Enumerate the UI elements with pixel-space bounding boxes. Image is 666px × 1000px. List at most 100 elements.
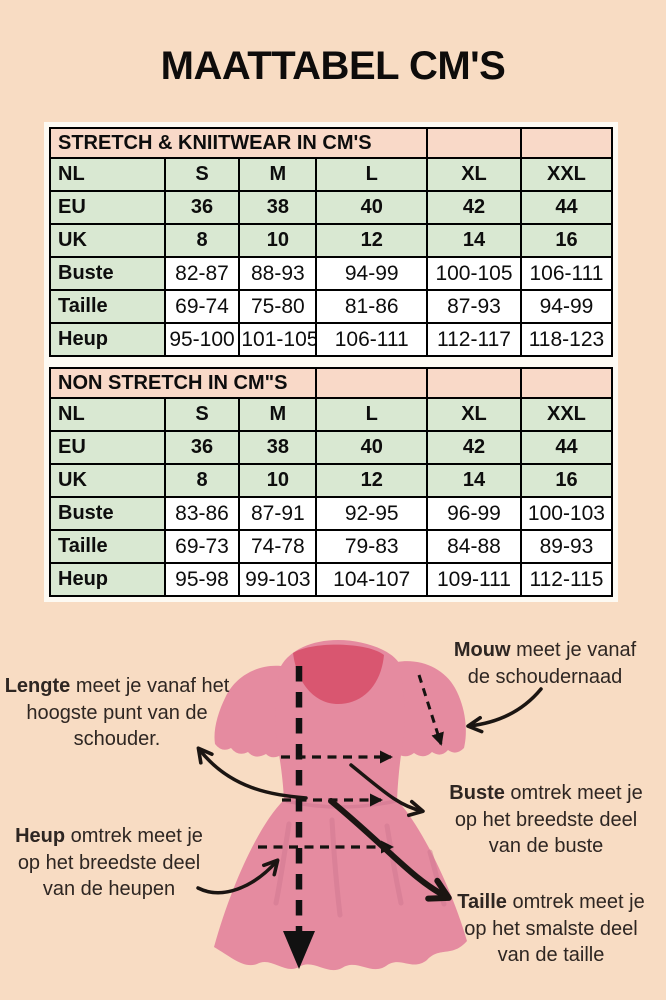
table-row: UK 8 10 12 14 16 [49,223,614,258]
length-arrowhead [283,931,315,969]
buste-arrow [349,763,425,818]
size-cell: 44 [519,430,614,465]
annotation-lengte-text: meet je vanaf het hoogste punt van de sc… [26,675,230,750]
row-label: NL [49,397,166,432]
row-label: Buste [49,496,166,531]
size-cell: XXL [519,397,614,432]
annotation-taille: Taille omtrek meet je op het smalste dee… [438,889,664,969]
measure-cell: 88-93 [238,256,318,291]
measurement-diagram [196,640,543,971]
page-title: MAATTABEL CM'S [160,44,506,88]
row-label: Heup [49,322,166,357]
annotation-buste-text: omtrek meet je op het breedste deel van … [454,782,643,857]
size-cell: 44 [519,190,614,225]
annotation-heup: Heup omtrek meet je op het breedste deel… [0,823,218,903]
size-cell: 38 [238,430,318,465]
annotation-mouw-term: Mouw [453,639,511,661]
size-cell: 8 [163,463,241,498]
measure-cell: 84-88 [426,529,522,564]
size-cell: 38 [238,190,318,225]
measure-cell: 118-123 [519,322,614,357]
dress-left-sleeve [214,665,284,758]
size-cell: 14 [426,463,522,498]
table-row: EU 36 38 40 42 44 [49,190,614,225]
measure-cell: 75-80 [238,289,318,324]
stretch-knitwear-table: STRETCH & KNIITWEAR IN CM'S NL S M L XL XXL EU 3… [48,127,614,357]
measure-cell: 81-86 [315,289,429,324]
measure-cell: 74-78 [238,529,318,564]
measure-cell: 100-105 [426,256,522,291]
table-title: NON STRETCH IN CM"S [48,367,318,399]
annotation-taille-term: Taille [457,891,507,913]
measure-cell: 100-103 [519,496,614,531]
measure-cell: 87-93 [426,289,522,324]
table-row: Taille 69-74 75-80 81-86 87-93 94-99 [49,289,614,324]
measure-cell: 94-99 [315,256,429,291]
table-title: STRETCH & KNIITWEAR IN CM'S [48,127,429,159]
measure-cell: 101-105 [238,322,318,357]
measure-cell: 69-73 [163,529,241,564]
measure-cell: 106-111 [315,322,429,357]
table-row: NL S M L XL XXL [49,157,614,192]
sleeve-dashed-line [417,674,444,746]
row-label: EU [49,430,166,465]
measure-cell: 104-107 [315,562,429,597]
row-label: Heup [49,562,166,597]
table-title-empty-cell [315,367,429,399]
row-label: Taille [49,289,166,324]
size-cell: 10 [238,463,318,498]
mouw-arrow [466,687,543,734]
measure-cell: 82-87 [163,256,241,291]
dress-skirt [214,800,467,971]
table-title-empty-cell [426,367,522,399]
measure-cell: 95-100 [163,322,241,357]
lengte-arrow [196,746,308,800]
stretch-knitwear-table-frame: STRETCH & KNIITWEAR IN CM'S NL S M L XL XXL EU 3… [48,127,614,357]
table-row: EU 36 38 40 42 44 [49,430,614,465]
table-header-row: NON STRETCH IN CM"S [48,367,614,399]
row-label: Buste [49,256,166,291]
size-cell: 16 [519,463,614,498]
size-cell: 12 [315,463,429,498]
measure-cell: 112-117 [426,322,522,357]
size-cell: L [315,157,429,192]
size-cell: 42 [426,190,522,225]
measure-cell: 79-83 [315,529,429,564]
measure-cell: 112-115 [519,562,614,597]
size-cell: M [238,397,318,432]
table-row: UK 8 10 12 14 16 [49,463,614,498]
table-row: Heup 95-98 99-103 104-107 109-111 112-115 [49,562,614,597]
size-cell: S [163,397,241,432]
measure-cell: 109-111 [426,562,522,597]
heup-arrow [196,858,280,895]
annotation-taille-text: omtrek meet je op het smalste deel van d… [464,891,645,966]
size-cell: XL [426,157,522,192]
measure-cell: 94-99 [519,289,614,324]
size-cell: 16 [519,223,614,258]
row-label: EU [49,190,166,225]
annotation-lengte-term: Lengte [4,675,71,697]
taille-arrow [328,798,452,902]
row-label: Taille [49,529,166,564]
annotation-buste-term: Buste [449,782,505,804]
size-cell: 42 [426,430,522,465]
table-row: Taille 69-73 74-78 79-83 84-88 89-93 [49,529,614,564]
dress-skirt-folds [273,817,447,918]
size-cell: 36 [163,190,241,225]
non-stretch-table-frame: NON STRETCH IN CM"S NL S M L XL XXL EU 36 38 40 42 4… [48,367,614,597]
measure-cell: 92-95 [315,496,429,531]
row-label: UK [49,463,166,498]
measure-cell: 89-93 [519,529,614,564]
size-cell: XL [426,397,522,432]
size-cell: XXL [519,157,614,192]
table-row: Buste 82-87 88-93 94-99 100-105 106-111 [49,256,614,291]
annotation-heup-term: Heup [15,825,66,847]
size-cell: L [315,397,429,432]
row-label: UK [49,223,166,258]
annotation-mouw-text: meet je vanaf de schoudernaad [467,639,637,688]
measure-cell: 99-103 [238,562,318,597]
measure-cell: 69-74 [163,289,241,324]
non-stretch-table: NON STRETCH IN CM"S NL S M L XL XXL EU 36 38 40 42 4… [48,367,614,597]
measure-cell: 96-99 [426,496,522,531]
